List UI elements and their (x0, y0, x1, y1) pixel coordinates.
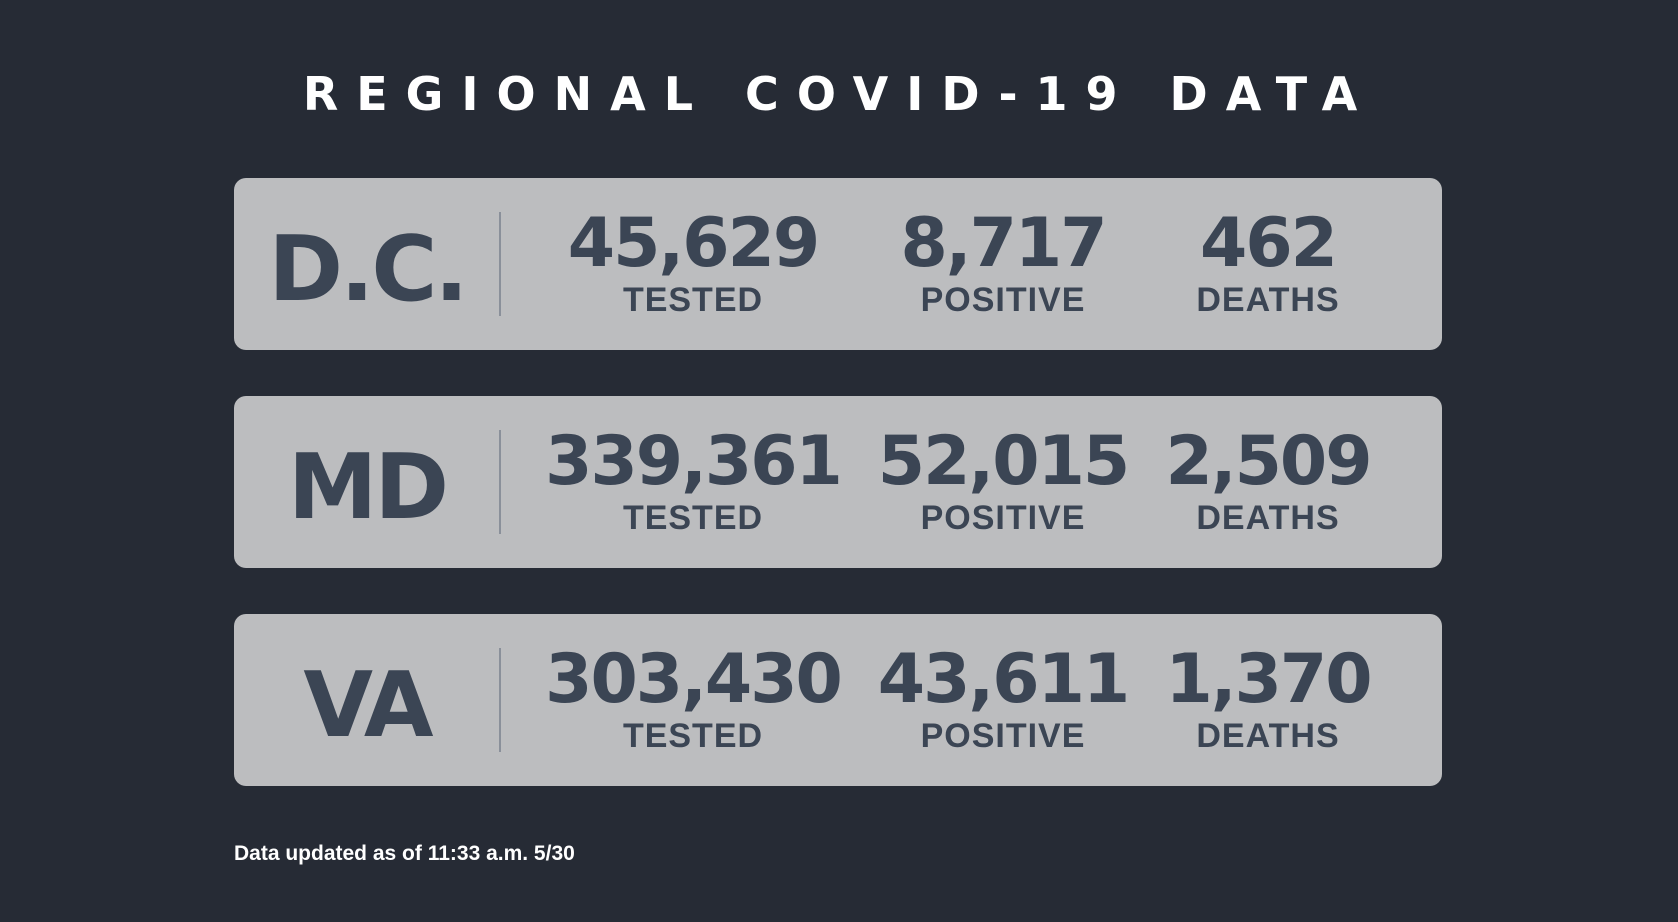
stat-positive: 8,717 POSITIVE (900, 204, 1107, 320)
stat-deaths: 1,370 DEATHS (1165, 640, 1372, 756)
tested-label: TESTED (622, 281, 764, 319)
deaths-value: 1,370 (1165, 640, 1372, 719)
deaths-label: DEATHS (1196, 281, 1340, 319)
data-updated-note: Data updated as of 11:33 a.m. 5/30 (234, 842, 575, 865)
region-card-dc: D.C. 45,629 TESTED 8,717 POSITIVE 462 DE… (234, 178, 1442, 350)
positive-label: POSITIVE (920, 717, 1086, 755)
deaths-value: 462 (1200, 204, 1338, 283)
region-card-va: VA 303,430 TESTED 43,611 POSITIVE 1,370 … (234, 614, 1442, 786)
tested-label: TESTED (622, 499, 764, 537)
stat-tested: 45,629 TESTED (567, 204, 820, 320)
positive-value: 43,611 (877, 640, 1130, 719)
stat-positive: 52,015 POSITIVE (877, 422, 1130, 538)
positive-label: POSITIVE (920, 281, 1086, 319)
deaths-label: DEATHS (1196, 499, 1340, 537)
tested-value: 339,361 (545, 422, 843, 501)
positive-label: POSITIVE (920, 499, 1086, 537)
tested-label: TESTED (622, 717, 764, 755)
stat-tested: 303,430 TESTED (545, 640, 843, 756)
region-name: D.C. (268, 216, 468, 322)
deaths-label: DEATHS (1196, 717, 1340, 755)
positive-value: 52,015 (877, 422, 1130, 501)
stat-deaths: 2,509 DEATHS (1165, 422, 1372, 538)
deaths-value: 2,509 (1165, 422, 1372, 501)
divider (499, 430, 501, 534)
tested-value: 45,629 (567, 204, 820, 283)
divider (499, 212, 501, 316)
region-name: VA (303, 652, 433, 758)
stat-deaths: 462 DEATHS (1196, 208, 1339, 320)
tested-value: 303,430 (545, 640, 843, 719)
stat-tested: 339,361 TESTED (545, 422, 843, 538)
region-card-md: MD 339,361 TESTED 52,015 POSITIVE 2,509 … (234, 396, 1442, 568)
positive-value: 8,717 (900, 204, 1107, 283)
divider (499, 648, 501, 752)
page-title: REGIONAL COVID-19 DATA (302, 67, 1376, 121)
stat-positive: 43,611 POSITIVE (877, 640, 1130, 756)
region-name: MD (287, 434, 449, 540)
